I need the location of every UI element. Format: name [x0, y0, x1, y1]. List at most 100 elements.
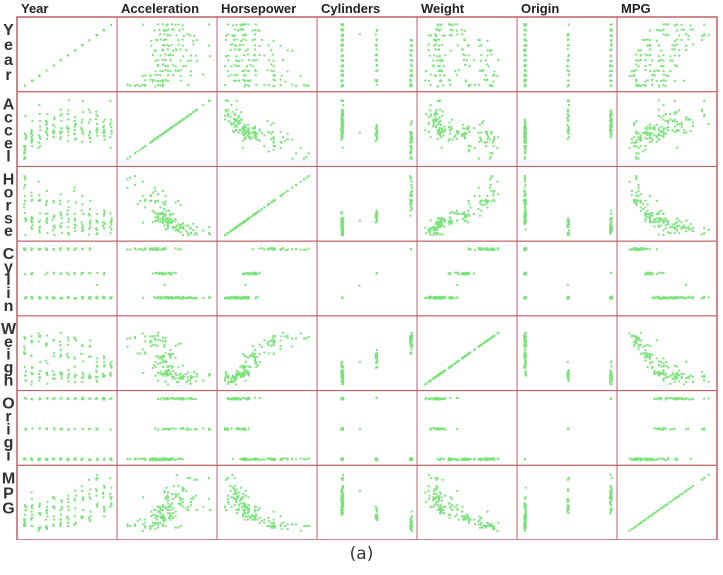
data-point	[486, 49, 489, 52]
data-point	[409, 138, 412, 140]
data-point	[486, 247, 489, 250]
data-point	[653, 219, 656, 222]
data-point	[682, 224, 685, 227]
data-point	[660, 116, 663, 119]
data-point	[46, 199, 48, 202]
data-point	[24, 297, 27, 300]
data-point	[243, 372, 246, 375]
data-point	[155, 355, 158, 358]
data-point	[437, 296, 440, 299]
data-point	[243, 366, 246, 369]
data-point	[425, 70, 428, 73]
data-point	[244, 136, 247, 139]
data-point	[163, 44, 166, 47]
data-point	[644, 136, 647, 139]
data-point	[267, 340, 270, 343]
data-point	[447, 272, 450, 275]
data-point	[165, 361, 168, 364]
data-point	[59, 344, 62, 347]
data-point	[673, 79, 676, 82]
data-point	[682, 28, 685, 31]
data-point	[163, 343, 166, 346]
data-point	[270, 247, 273, 250]
data-point	[81, 377, 84, 380]
data-point	[253, 44, 256, 47]
data-point	[246, 295, 248, 298]
data-point	[646, 138, 649, 140]
data-point	[263, 54, 266, 57]
data-point	[479, 138, 482, 140]
data-point	[689, 296, 692, 299]
data-point	[81, 345, 84, 348]
data-point	[700, 233, 703, 236]
data-point	[109, 146, 112, 149]
data-point	[240, 364, 243, 367]
data-point	[224, 55, 227, 58]
data-point	[154, 189, 157, 192]
data-point	[341, 364, 344, 367]
data-point	[74, 125, 76, 128]
data-point	[30, 226, 33, 229]
data-point	[673, 130, 676, 133]
data-point	[303, 83, 305, 86]
data-point	[187, 84, 190, 86]
data-point	[256, 364, 259, 367]
data-point	[82, 228, 85, 231]
data-point	[633, 74, 636, 77]
data-point	[159, 74, 162, 77]
data-point	[251, 65, 254, 67]
data-point	[59, 331, 62, 334]
data-point	[161, 374, 164, 377]
data-point	[163, 33, 166, 36]
data-point	[639, 59, 642, 61]
data-point	[375, 362, 378, 365]
data-point	[251, 131, 254, 134]
data-point	[648, 221, 651, 224]
data-point	[428, 109, 431, 112]
data-point	[177, 381, 180, 383]
data-point	[477, 247, 480, 250]
data-point	[52, 132, 55, 135]
data-point	[150, 39, 153, 42]
data-point	[208, 296, 210, 299]
data-point	[376, 63, 378, 66]
data-point	[243, 123, 246, 126]
data-point	[89, 219, 92, 222]
data-point	[691, 125, 694, 128]
data-point	[685, 116, 688, 119]
data-point	[660, 125, 663, 128]
data-point	[60, 354, 63, 356]
data-point	[662, 84, 665, 86]
data-point	[657, 138, 660, 141]
data-point	[151, 221, 154, 224]
data-point	[59, 108, 62, 111]
data-point	[646, 38, 649, 41]
data-point	[80, 121, 83, 124]
data-point	[189, 375, 192, 378]
data-point	[226, 33, 229, 36]
data-point	[610, 113, 613, 116]
data-point	[25, 218, 27, 220]
data-point	[427, 228, 430, 231]
data-point	[610, 134, 613, 137]
data-point	[109, 100, 112, 103]
data-point	[448, 126, 450, 129]
data-point	[73, 297, 76, 300]
data-point	[242, 273, 245, 276]
data-point	[38, 335, 41, 338]
data-point	[633, 247, 636, 250]
data-point	[67, 130, 70, 133]
data-point	[524, 193, 527, 196]
data-point	[410, 339, 413, 342]
data-point	[167, 34, 169, 37]
data-point	[374, 357, 377, 360]
data-point	[655, 123, 658, 126]
data-point	[209, 233, 211, 236]
data-point	[609, 371, 612, 374]
data-point	[159, 248, 162, 251]
data-point	[153, 296, 156, 299]
data-point	[38, 194, 41, 197]
data-point	[174, 356, 177, 359]
data-point	[267, 203, 270, 206]
data-point	[375, 29, 378, 32]
